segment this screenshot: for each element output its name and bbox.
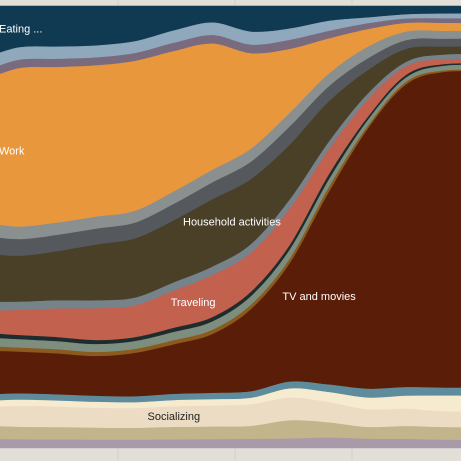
stream-layers (0, 5, 461, 449)
stream-label-9: Traveling (171, 297, 216, 309)
stream-label-4: Work (0, 145, 25, 157)
stream-label-13: TV and movies (282, 291, 356, 303)
stream-label-16: Socializing (148, 411, 201, 423)
stream-layer-18 (0, 437, 461, 449)
stream-labels: Eating ... Work Household activities Travel… (0, 24, 356, 423)
stream-label-7: Household activities (183, 217, 281, 229)
stream-label-1: Eating ... (0, 24, 42, 36)
